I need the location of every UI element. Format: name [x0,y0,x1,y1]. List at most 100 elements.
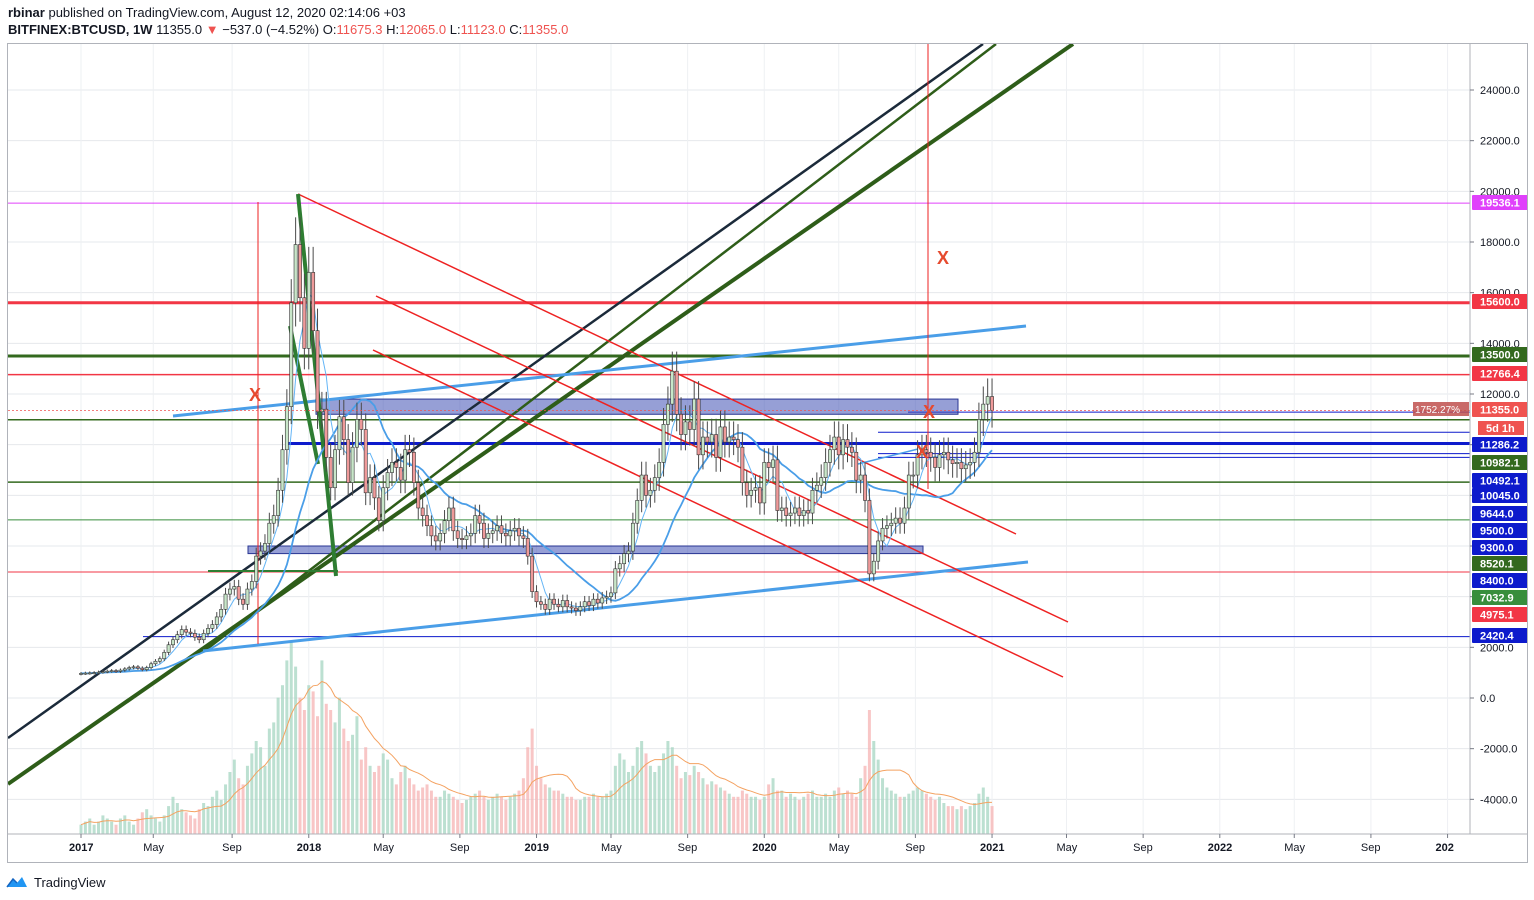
candle[interactable] [538,601,543,605]
candle[interactable] [293,244,298,304]
trendline-red-1[interactable] [297,193,1017,535]
candle[interactable] [744,482,749,496]
candle[interactable] [920,449,924,456]
candle[interactable] [937,454,942,468]
candle[interactable] [385,472,390,489]
candle[interactable] [398,467,403,481]
candle[interactable] [661,424,666,463]
candle[interactable] [613,568,618,594]
candle[interactable] [416,482,421,509]
candle[interactable] [83,672,88,675]
candle[interactable] [679,413,683,435]
candle[interactable] [223,593,228,610]
chart-pane[interactable]: X X X X 24000.0 22000.0 20000.0 18000.0 16000.0 1… [7,43,1528,863]
candle[interactable] [495,525,500,532]
candle[interactable] [346,439,351,483]
candle[interactable] [749,489,754,496]
candle[interactable] [906,474,911,509]
candle[interactable] [298,244,302,299]
candle[interactable] [740,446,745,483]
candle[interactable] [867,500,872,575]
trendline-channel-dark[interactable] [8,44,984,740]
candle[interactable] [473,515,478,534]
candle[interactable] [214,616,219,625]
trendline-green-steep-2[interactable] [288,325,320,465]
candle[interactable] [114,670,118,672]
candle[interactable] [517,527,521,537]
candle[interactable] [832,436,837,451]
candle[interactable] [985,396,990,405]
candle[interactable] [560,600,565,608]
candle[interactable] [197,636,202,641]
candle[interactable] [464,535,469,540]
candle[interactable] [136,666,140,669]
candle[interactable] [442,520,447,534]
candle[interactable] [657,462,662,478]
candle[interactable] [276,489,281,516]
candle[interactable] [92,672,97,674]
candle[interactable] [609,592,613,597]
candle[interactable] [644,474,648,496]
candle[interactable] [591,598,596,606]
candle[interactable] [600,597,605,604]
candle[interactable] [438,533,443,542]
candle[interactable] [955,462,959,464]
candle[interactable] [503,533,508,537]
candle[interactable] [394,462,399,468]
candle[interactable] [101,671,105,673]
candle[interactable] [604,596,609,599]
trendline-red-2[interactable] [375,295,1069,623]
candle[interactable] [705,436,710,443]
candle[interactable] [512,527,517,532]
candle[interactable] [828,449,832,463]
candle[interactable] [192,633,197,638]
candle[interactable] [284,406,289,451]
candle[interactable] [696,398,701,456]
candle[interactable] [709,434,714,443]
trendline-blue-upper[interactable] [172,324,1027,418]
candle[interactable] [359,419,364,430]
candle[interactable] [941,451,946,456]
candle[interactable] [390,462,394,473]
candle[interactable] [355,419,359,448]
candle[interactable] [788,512,793,516]
candle[interactable] [845,439,850,448]
candle[interactable] [87,672,92,675]
candle[interactable] [105,670,110,673]
candle[interactable] [337,416,342,451]
candle[interactable] [368,477,372,494]
candle[interactable] [162,652,167,660]
candle[interactable] [534,591,539,603]
candle[interactable] [482,522,486,539]
candle[interactable] [565,600,570,608]
candle[interactable] [79,673,83,675]
candle[interactable] [701,436,705,456]
candle[interactable] [797,507,802,516]
candle[interactable] [149,663,153,668]
candle[interactable] [451,507,456,532]
candle[interactable] [626,550,631,554]
candle[interactable] [630,522,635,552]
candle[interactable] [381,487,386,521]
candle[interactable] [372,477,377,499]
candle[interactable] [556,603,561,608]
support-zone[interactable] [247,545,924,555]
candle[interactable] [271,515,276,524]
candle[interactable] [950,459,955,464]
candle[interactable] [455,530,460,539]
candle[interactable] [525,538,530,557]
candle[interactable] [639,474,644,501]
candle[interactable] [876,540,881,562]
candle[interactable] [674,370,679,415]
candle[interactable] [543,603,548,610]
candle[interactable] [109,670,114,672]
candle[interactable] [793,507,797,514]
candle[interactable] [258,550,263,557]
candle[interactable] [976,419,981,453]
candle[interactable] [263,543,267,552]
candle[interactable] [328,457,333,489]
candle[interactable] [184,629,189,633]
candle[interactable] [898,517,902,524]
candle[interactable] [595,598,600,604]
candle[interactable] [849,446,854,453]
